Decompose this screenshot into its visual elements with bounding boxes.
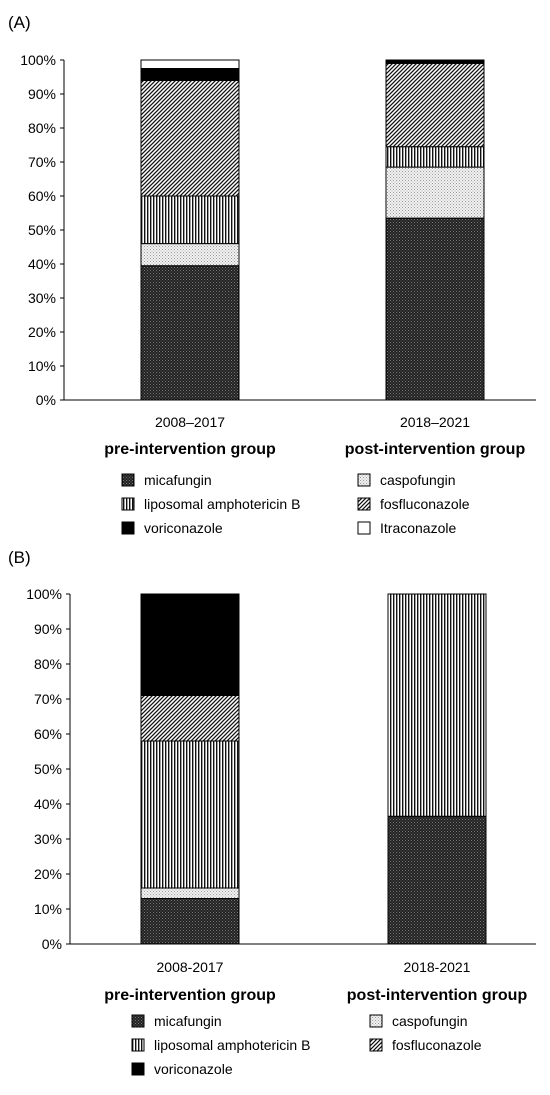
legend-swatch	[369, 1014, 383, 1028]
category-period-label: 2018‒2021	[400, 414, 470, 430]
y-tick-label: 0%	[42, 936, 62, 952]
legend-swatch	[121, 521, 135, 535]
category-period-label: 2008-2017	[157, 959, 224, 975]
y-tick-label: 10%	[34, 901, 62, 917]
panel-label: (A)	[8, 13, 31, 32]
y-tick-label: 30%	[34, 831, 62, 847]
legend-label: caspofungin	[392, 1013, 468, 1029]
bar-segment-liposomal-amphotericin-b	[385, 146, 485, 168]
y-tick-label: 80%	[28, 120, 56, 136]
category-group-label: post-intervention group	[345, 441, 526, 458]
legend-swatch	[131, 1014, 145, 1028]
legend-label: fosfluconazole	[380, 496, 470, 512]
legend-label: fosfluconazole	[392, 1037, 482, 1053]
bar-segment-fosfluconazole	[140, 695, 240, 742]
legend-label: Itraconazole	[380, 520, 456, 536]
category-period-label: 2018-2021	[404, 959, 471, 975]
legend-label: liposomal amphotericin B	[144, 496, 300, 512]
bar-segment-liposomal-amphotericin-b	[140, 195, 240, 245]
category-group-label: post-intervention group	[347, 987, 528, 1004]
legend-swatch	[121, 497, 135, 511]
y-tick-label: 60%	[34, 726, 62, 742]
legend-label: micafungin	[144, 472, 212, 488]
bar-segment-caspofungin	[140, 887, 240, 899]
chart-panel-b: (B) 0% 10% 20% 30% 40% 50% 60% 70% 80% 90% 100% 2008…	[8, 548, 536, 1077]
legend-swatch	[369, 1038, 383, 1052]
category-period-label: 2008‒2017	[155, 414, 225, 430]
y-tick-label: 70%	[34, 691, 62, 707]
y-tick-label: 20%	[34, 866, 62, 882]
legend-label: micafungin	[154, 1013, 222, 1029]
bar-segment-liposomal-amphotericin-b	[387, 593, 487, 817]
bar-segment-voriconazole	[385, 59, 485, 64]
bar-segment-itraconazole	[140, 59, 240, 69]
y-tick-label: 50%	[28, 222, 56, 238]
legend-swatch	[131, 1062, 145, 1076]
legend-swatch	[357, 473, 371, 487]
y-tick-label: 40%	[28, 256, 56, 272]
y-tick-label: 80%	[34, 656, 62, 672]
y-tick-label: 90%	[28, 86, 56, 102]
bar-segment-fosfluconazole	[140, 79, 240, 197]
legend-label: voriconazole	[154, 1061, 233, 1077]
y-tick-label: 10%	[28, 358, 56, 374]
bar-segment-micafungin	[140, 898, 240, 945]
y-tick-label: 90%	[34, 621, 62, 637]
y-tick-label: 60%	[28, 188, 56, 204]
chart-panel-a: (A) 0% 10% 20% 30% 40% 50% 60% 70% 80% 90% 100% 2008…	[8, 13, 536, 536]
legend-swatch	[121, 473, 135, 487]
y-tick-label: 30%	[28, 290, 56, 306]
category-group-label: pre-intervention group	[104, 441, 276, 458]
y-tick-label: 100%	[26, 586, 62, 602]
y-tick-label: 0%	[36, 392, 56, 408]
y-tick-label: 20%	[28, 324, 56, 340]
bar-segment-micafungin	[385, 217, 485, 401]
legend-label: voriconazole	[144, 520, 223, 536]
category-group-label: pre-intervention group	[104, 987, 276, 1004]
y-tick-label: 100%	[20, 52, 56, 68]
y-tick-label: 40%	[34, 796, 62, 812]
y-tick-label: 50%	[34, 761, 62, 777]
bar-segment-liposomal-amphotericin-b	[140, 740, 240, 889]
bar-segment-micafungin	[387, 815, 487, 945]
y-tick-label: 70%	[28, 154, 56, 170]
bar-segment-voriconazole	[140, 593, 240, 696]
bar-segment-voriconazole	[140, 68, 240, 81]
panel-label: (B)	[8, 548, 31, 567]
legend-swatch	[131, 1038, 145, 1052]
bar-segment-caspofungin	[385, 166, 485, 219]
legend-label: liposomal amphotericin B	[154, 1037, 310, 1053]
bar-segment-micafungin	[140, 265, 240, 401]
legend-label: caspofungin	[380, 472, 456, 488]
legend-swatch	[357, 521, 371, 535]
bar-segment-fosfluconazole	[385, 62, 485, 148]
legend-swatch	[357, 497, 371, 511]
bar-segment-caspofungin	[140, 243, 240, 267]
